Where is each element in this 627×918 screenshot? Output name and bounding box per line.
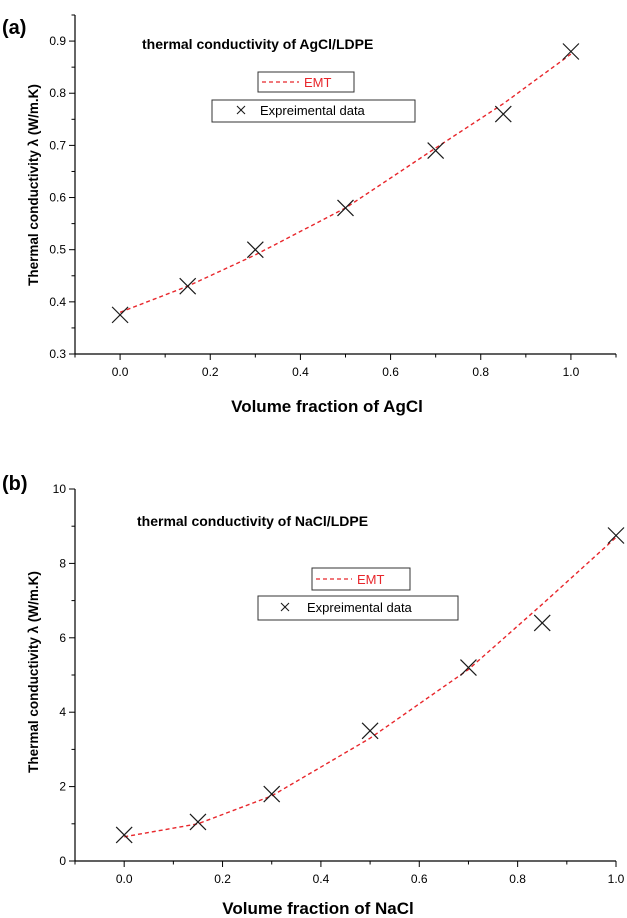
y-tick-label-a: 0.5 xyxy=(49,243,66,257)
data-point-b xyxy=(361,722,379,740)
data-point-a xyxy=(562,43,580,60)
x-axis-label-b: Volume fraction of NaCl xyxy=(222,899,413,918)
ticks-b: 0.0 0.2 0.4 0.6 0.8 1.0 0 2 4 6 8 10 xyxy=(53,482,625,886)
panel-label-a: (a) xyxy=(2,17,26,39)
y-tick-label-b: 8 xyxy=(59,556,66,570)
emt-curve-b xyxy=(124,536,617,838)
y-tick-label-a: 0.6 xyxy=(49,191,66,205)
x-tick-label-a: 1.0 xyxy=(563,365,580,379)
x-tick-label-a: 0.2 xyxy=(202,365,219,379)
x-tick-label-b: 0.8 xyxy=(509,872,526,886)
data-point-b xyxy=(533,614,551,632)
legend-box-emt-a xyxy=(257,71,355,93)
y-tick-label-b: 2 xyxy=(59,780,66,794)
y-axis-label-b: Thermal conductivity λ (W/m.K) xyxy=(26,571,41,773)
x-tick-label-a: 0.4 xyxy=(292,365,309,379)
y-tick-label-b: 4 xyxy=(59,705,66,719)
y-tick-label-a: 0.8 xyxy=(49,86,66,100)
legend-box-emt-b xyxy=(311,567,411,591)
data-point-a xyxy=(111,306,129,324)
legend-label-emt-a: EMT xyxy=(304,75,332,90)
legend-label-exp-b: Expreimental data xyxy=(307,600,413,615)
data-point-a xyxy=(494,105,512,123)
chart-b: (b) thermal conductivity of NaCl/LDPE EM… xyxy=(2,473,625,918)
axes-b xyxy=(74,489,616,862)
legend-a: EMT Expreimental data xyxy=(211,71,416,123)
y-tick-label-a: 0.9 xyxy=(49,34,66,48)
data-point-a xyxy=(427,142,445,160)
legend-label-exp-a: Expreimental data xyxy=(260,103,366,118)
legend-swatch-exp-a xyxy=(236,105,246,115)
x-tick-label-b: 0.6 xyxy=(411,872,428,886)
y-tick-label-a: 0.3 xyxy=(49,347,66,361)
legend-box-exp-a xyxy=(211,99,416,123)
legend-swatch-exp-b xyxy=(280,602,290,612)
x-tick-label-b: 0.2 xyxy=(214,872,231,886)
chart-title-a: thermal conductivity of AgCl/LDPE xyxy=(142,36,373,52)
ticks-a: 0.0 0.2 0.4 0.6 0.8 1.0 0.3 0.4 0.5 0.6 0.7 0.8 0.9 xyxy=(49,14,617,379)
data-point-a xyxy=(179,277,197,295)
y-axis-label-a: Thermal conductivity λ (W/m.K) xyxy=(26,84,41,286)
x-tick-label-a: 0.6 xyxy=(382,365,399,379)
chart-title-b: thermal conductivity of NaCl/LDPE xyxy=(137,513,368,529)
x-tick-label-a: 0.8 xyxy=(472,365,489,379)
x-tick-label-b: 0.4 xyxy=(313,872,330,886)
y-tick-label-b: 10 xyxy=(53,482,67,496)
y-tick-label-a: 0.7 xyxy=(49,138,66,152)
legend-b: EMT Expreimental data xyxy=(257,567,459,621)
emt-curve-a xyxy=(119,53,572,313)
legend-label-emt-b: EMT xyxy=(357,572,385,587)
data-point-b xyxy=(263,785,281,803)
legend-box-exp-b xyxy=(257,595,459,621)
data-point-a xyxy=(246,241,264,259)
chart-a: (a) thermal conductivity of AgCl/LDPE EM… xyxy=(2,14,617,416)
x-tick-label-b: 1.0 xyxy=(608,872,625,886)
x-axis-label-a: Volume fraction of AgCl xyxy=(231,397,423,416)
axes-a xyxy=(74,15,616,355)
y-tick-label-b: 6 xyxy=(59,631,66,645)
series-b xyxy=(115,527,625,844)
x-tick-label-a: 0.0 xyxy=(112,365,129,379)
series-a xyxy=(111,43,580,324)
data-point-b xyxy=(460,659,477,676)
data-point-a xyxy=(337,199,354,217)
y-tick-label-b: 0 xyxy=(59,854,66,868)
y-tick-label-a: 0.4 xyxy=(49,295,66,309)
panel-label-b: (b) xyxy=(2,473,28,495)
data-point-b xyxy=(189,813,207,831)
x-tick-label-b: 0.0 xyxy=(116,872,133,886)
data-point-b xyxy=(115,826,133,844)
data-point-b xyxy=(607,527,625,544)
